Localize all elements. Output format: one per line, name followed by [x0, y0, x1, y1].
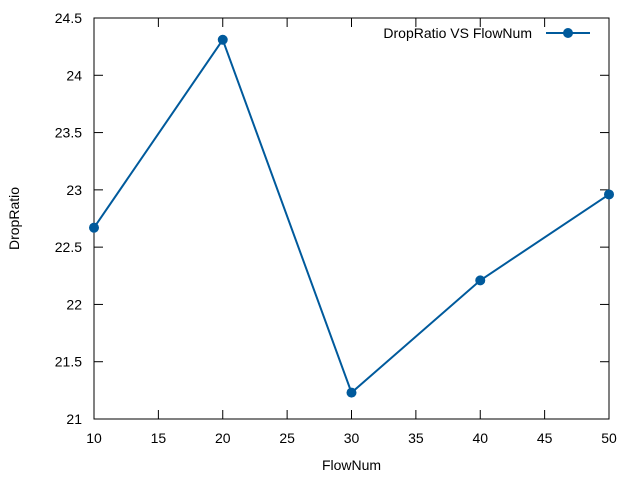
legend-marker — [563, 28, 573, 38]
x-tick-label: 40 — [472, 430, 488, 446]
y-tick-label: 23 — [66, 182, 82, 198]
data-point — [89, 222, 99, 233]
y-tick-label: 22 — [66, 296, 82, 312]
y-tick-label: 21 — [66, 411, 82, 427]
y-tick-label: 23.5 — [55, 125, 82, 141]
x-tick-label: 30 — [344, 430, 360, 446]
y-tick-label: 21.5 — [55, 354, 82, 370]
x-tick-label: 35 — [408, 430, 424, 446]
y-axis: 21 21.5 22 22.5 23 23.5 24 24.5 — [55, 10, 609, 427]
y-axis-title: DropRatio — [6, 187, 22, 250]
x-tick-label: 15 — [151, 430, 167, 446]
legend-label: DropRatio VS FlowNum — [383, 25, 532, 41]
y-tick-label: 24.5 — [55, 10, 82, 26]
legend: DropRatio VS FlowNum — [383, 25, 590, 41]
x-tick-label: 20 — [215, 430, 231, 446]
data-point — [217, 34, 228, 45]
x-tick-label: 10 — [86, 430, 102, 446]
x-tick-label: 25 — [279, 430, 295, 446]
plot-frame — [93, 17, 610, 420]
x-axis: 10 15 20 25 30 35 40 45 50 — [86, 18, 617, 446]
y-tick-label: 24 — [66, 67, 82, 83]
series-line — [93, 37, 610, 395]
x-axis-title: FlowNum — [322, 457, 381, 473]
x-tick-label: 45 — [537, 430, 553, 446]
x-tick-label: 50 — [601, 430, 617, 446]
data-point — [604, 189, 614, 200]
data-point — [346, 387, 357, 398]
y-tick-label: 22.5 — [55, 239, 82, 255]
series-layer — [89, 34, 614, 398]
data-point — [475, 275, 486, 286]
